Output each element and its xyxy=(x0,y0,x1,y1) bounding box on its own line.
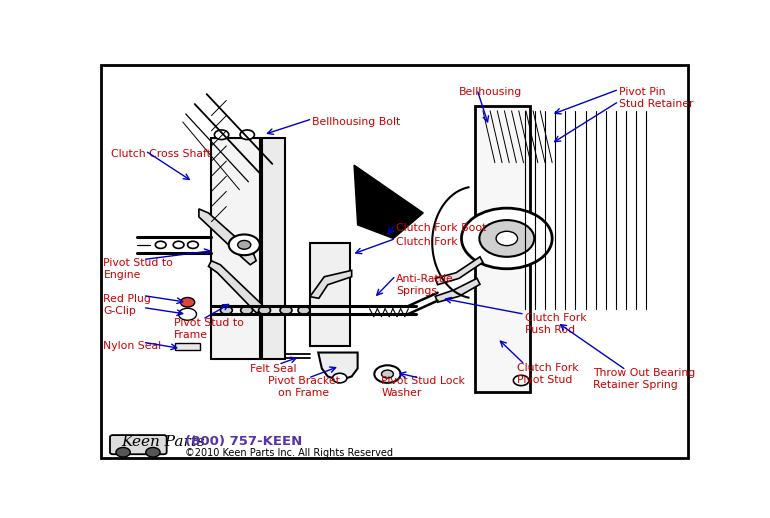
FancyBboxPatch shape xyxy=(262,138,285,359)
Text: ©2010 Keen Parts Inc. All Rights Reserved: ©2010 Keen Parts Inc. All Rights Reserve… xyxy=(185,448,393,458)
Polygon shape xyxy=(435,257,483,285)
Circle shape xyxy=(220,306,233,314)
Text: Throw Out Bearing: Throw Out Bearing xyxy=(593,368,695,379)
FancyBboxPatch shape xyxy=(175,343,200,350)
Text: Washer: Washer xyxy=(381,388,422,398)
Text: Pivot Stud to: Pivot Stud to xyxy=(103,257,173,268)
FancyBboxPatch shape xyxy=(212,138,260,359)
Circle shape xyxy=(318,306,330,314)
Circle shape xyxy=(514,375,529,385)
Circle shape xyxy=(480,220,534,257)
Polygon shape xyxy=(435,278,480,303)
Circle shape xyxy=(214,130,229,139)
Polygon shape xyxy=(199,209,256,265)
Text: Retainer Spring: Retainer Spring xyxy=(593,380,678,391)
Circle shape xyxy=(240,130,254,139)
Circle shape xyxy=(146,448,160,457)
Circle shape xyxy=(280,306,292,314)
Text: Push Rod: Push Rod xyxy=(524,325,575,335)
FancyBboxPatch shape xyxy=(310,243,350,346)
Text: Springs: Springs xyxy=(396,286,437,296)
Text: Pivot Stud to: Pivot Stud to xyxy=(174,318,243,328)
Text: Clutch Cross Shaft: Clutch Cross Shaft xyxy=(111,149,211,159)
Circle shape xyxy=(180,297,195,307)
Text: on Frame: on Frame xyxy=(279,388,330,398)
Polygon shape xyxy=(310,270,352,298)
Circle shape xyxy=(188,241,199,249)
Circle shape xyxy=(116,448,130,457)
Text: Pivot Stud Lock: Pivot Stud Lock xyxy=(381,377,465,386)
Text: (800) 757-KEEN: (800) 757-KEEN xyxy=(185,435,302,448)
Text: Clutch Fork: Clutch Fork xyxy=(517,363,578,373)
Text: Pivot Bracket: Pivot Bracket xyxy=(268,377,340,386)
Circle shape xyxy=(229,235,259,255)
Text: Clutch Fork Boot: Clutch Fork Boot xyxy=(396,223,486,233)
Text: Red Plug: Red Plug xyxy=(103,294,151,304)
Circle shape xyxy=(259,306,270,314)
Circle shape xyxy=(241,306,253,314)
Text: Pivot Pin: Pivot Pin xyxy=(619,87,665,97)
Text: Nylon Seal: Nylon Seal xyxy=(103,341,162,351)
Circle shape xyxy=(496,231,517,246)
Text: Clutch Fork: Clutch Fork xyxy=(396,237,457,247)
Circle shape xyxy=(333,373,346,383)
Text: G-Clip: G-Clip xyxy=(103,306,136,316)
Circle shape xyxy=(156,241,166,249)
Circle shape xyxy=(374,365,400,383)
Text: Frame: Frame xyxy=(174,330,208,340)
Text: Bellhousing Bolt: Bellhousing Bolt xyxy=(313,117,400,127)
Polygon shape xyxy=(209,261,265,313)
Circle shape xyxy=(238,240,251,249)
Text: Pivot Stud: Pivot Stud xyxy=(517,375,572,385)
Text: Engine: Engine xyxy=(103,270,141,280)
Polygon shape xyxy=(318,353,357,380)
Circle shape xyxy=(461,208,552,269)
Text: Felt Seal: Felt Seal xyxy=(250,365,296,375)
Text: Keen Parts: Keen Parts xyxy=(122,435,205,449)
Text: Stud Retainer: Stud Retainer xyxy=(619,99,694,109)
FancyBboxPatch shape xyxy=(110,435,166,454)
Text: Anti-Rattle: Anti-Rattle xyxy=(396,275,454,284)
Text: Bellhousing: Bellhousing xyxy=(459,87,522,97)
FancyBboxPatch shape xyxy=(475,106,530,393)
Circle shape xyxy=(381,370,393,378)
Polygon shape xyxy=(354,165,424,238)
Circle shape xyxy=(298,306,310,314)
Text: Clutch Fork: Clutch Fork xyxy=(524,313,586,323)
Circle shape xyxy=(173,241,184,249)
